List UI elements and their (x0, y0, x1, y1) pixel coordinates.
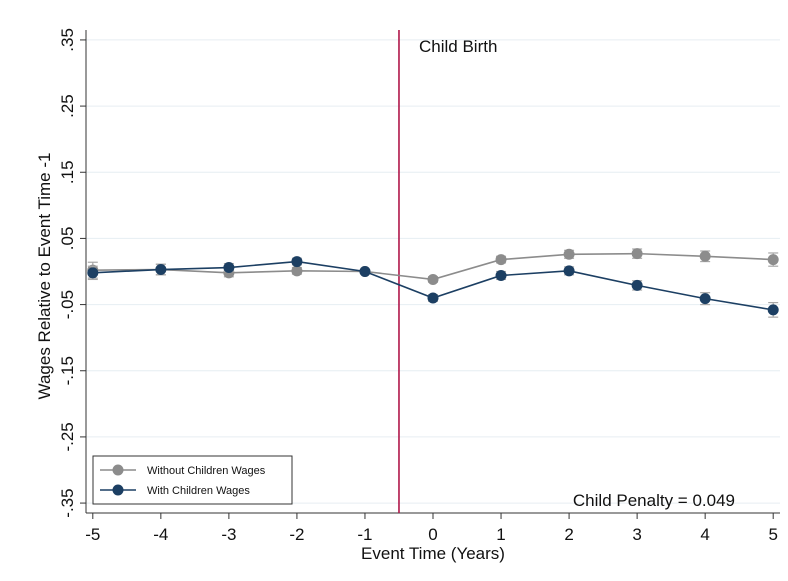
x-tick-label: -4 (153, 525, 168, 544)
data-point (699, 250, 711, 262)
legend-box (92, 455, 293, 505)
x-tick-label: 1 (496, 525, 505, 544)
x-tick-label: -3 (221, 525, 236, 544)
data-point (495, 269, 507, 281)
data-point (427, 273, 439, 285)
data-point (767, 254, 779, 266)
data-point (427, 292, 439, 304)
y-tick-label: -.05 (58, 290, 77, 319)
data-point (495, 254, 507, 266)
data-point (631, 279, 643, 291)
data-point (87, 267, 99, 279)
data-point (631, 248, 643, 260)
legend-label: With Children Wages (147, 485, 250, 497)
data-point (155, 264, 167, 276)
data-point (291, 265, 303, 277)
y-tick-label: .15 (58, 160, 77, 184)
y-tick-label: .05 (58, 227, 77, 251)
y-axis-ticks: .35 .25 .15 .05 -.05 -.15 -.25 -.35 (58, 28, 86, 518)
legend-marker (112, 484, 124, 496)
data-point (699, 293, 711, 305)
legend-marker (112, 464, 124, 476)
y-tick-label: .35 (58, 28, 77, 52)
child-penalty-annotation: Child Penalty = 0.049 (573, 491, 735, 510)
data-point (767, 304, 779, 316)
y-tick-label: -.25 (58, 422, 77, 451)
x-axis-ticks: -5 -4 -3 -2 -1 0 1 2 3 4 5 (85, 513, 778, 544)
x-axis-label: Event Time (Years) (361, 544, 505, 563)
x-tick-label: -5 (85, 525, 100, 544)
data-point (563, 248, 575, 260)
data-point (291, 256, 303, 268)
x-tick-label: -2 (289, 525, 304, 544)
data-point (359, 266, 371, 277)
x-tick-label: 5 (768, 525, 777, 544)
y-tick-label: -.35 (58, 488, 77, 517)
legend: Without Children Wages With Children Wage… (92, 455, 293, 505)
data-point (563, 265, 575, 277)
x-tick-label: -1 (357, 525, 372, 544)
x-tick-label: 0 (428, 525, 437, 544)
series (87, 248, 779, 318)
y-tick-label: -.15 (58, 356, 77, 385)
series-2 (87, 256, 779, 318)
y-tick-label: .25 (58, 94, 77, 118)
x-tick-label: 4 (700, 525, 709, 544)
x-tick-label: 2 (564, 525, 573, 544)
data-point (223, 262, 235, 274)
child-birth-label: Child Birth (419, 37, 497, 56)
x-tick-label: 3 (632, 525, 641, 544)
y-axis-label: Wages Relative to Event Time -1 (35, 153, 54, 400)
legend-label: Without Children Wages (147, 465, 266, 477)
